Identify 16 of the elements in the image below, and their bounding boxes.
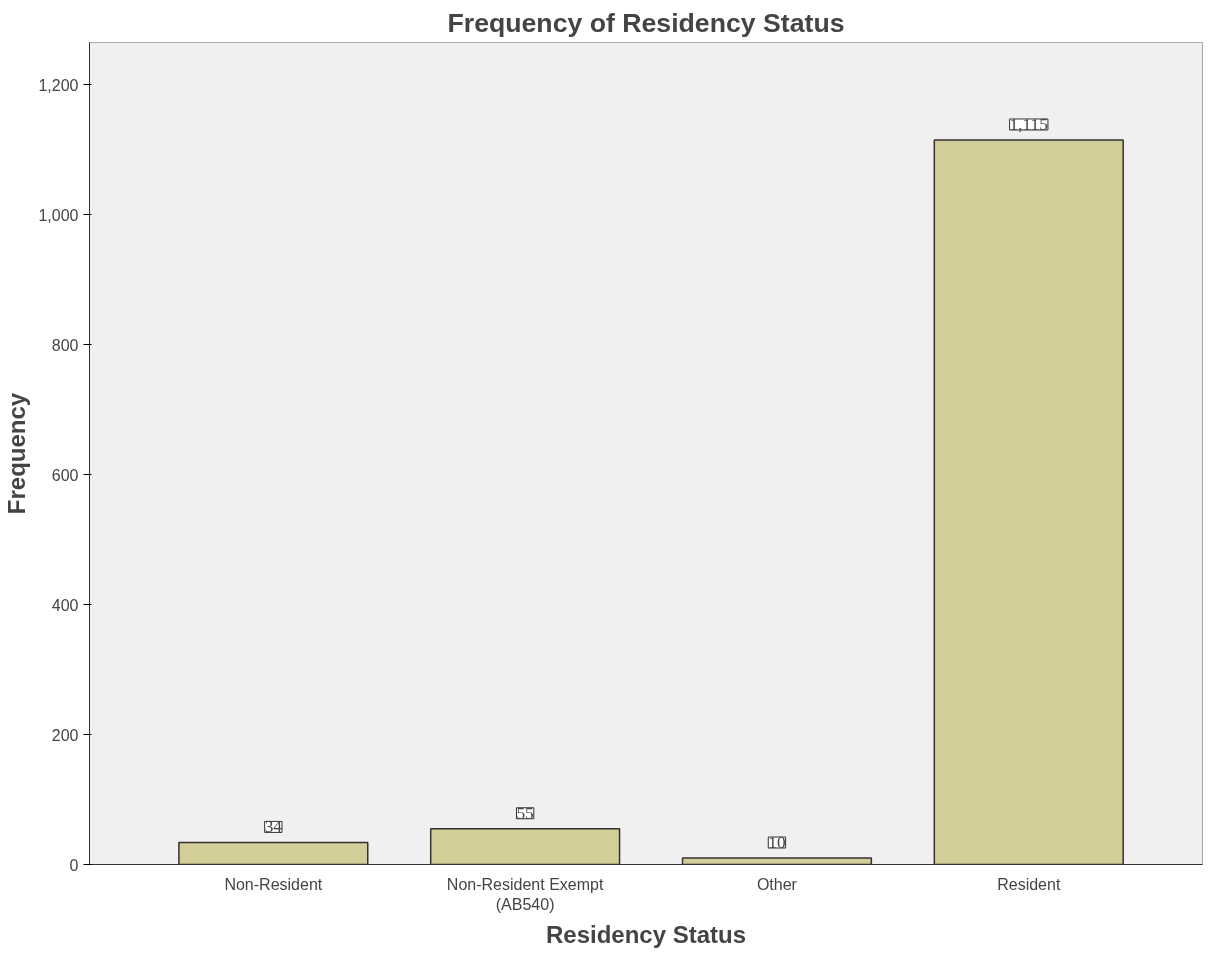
y-axis-title: Frequency [3,392,31,515]
y-tick-label: 400 [51,596,79,614]
y-tick-label: 0 [69,856,79,874]
x-tick-label: Non-Resident Exempt (AB540) [446,875,604,913]
y-tick-label: 1,200 [38,76,79,94]
y-tick-label: 600 [51,466,79,484]
y-tick-label: 200 [51,726,79,744]
x-tick-label: Other [756,875,798,893]
data-label: 10 [768,833,786,852]
x-tick-label: Resident [997,875,1061,893]
chart-title: Frequency of Residency Status [447,7,845,38]
x-axis-title: Residency Status [545,920,747,948]
x-tick-label: Non-Resident [224,875,323,893]
y-tick-label: 800 [51,336,79,354]
data-label: 55 [516,803,534,823]
y-tick-label: 1,000 [38,206,79,224]
